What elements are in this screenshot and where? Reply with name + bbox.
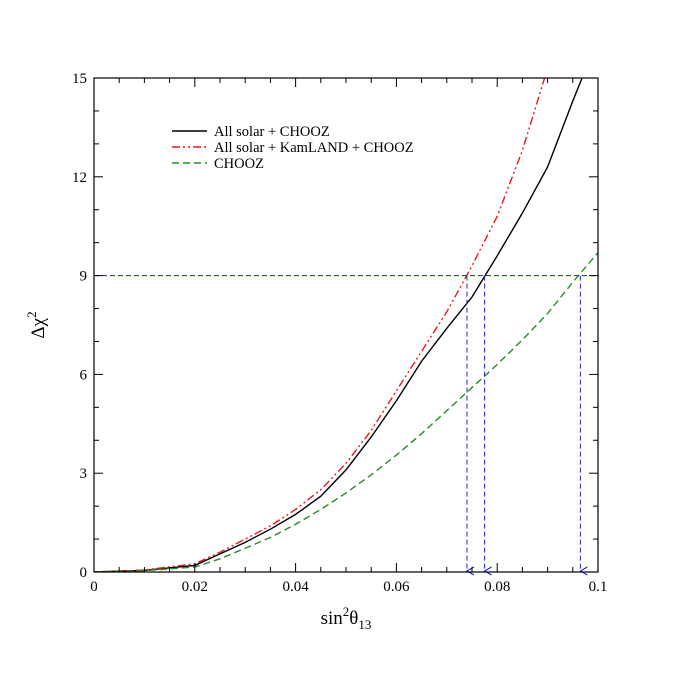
x-axis-label: sin2θ13 — [321, 604, 372, 632]
y-tick-label: 12 — [72, 170, 87, 186]
y-tick-label: 15 — [72, 71, 87, 87]
x-tick-label: 0 — [90, 579, 98, 595]
y-axis-label-sup: 2 — [24, 311, 39, 318]
y-tick-label: 9 — [80, 269, 88, 285]
plot-lines — [94, 78, 598, 572]
x-tick-label: 0.04 — [282, 579, 309, 595]
series-line-1 — [94, 78, 583, 572]
y-tick-label: 3 — [80, 466, 88, 482]
series-line-2 — [94, 78, 546, 572]
y-tick-label: 6 — [80, 367, 88, 383]
x-axis-label-sup: 2 — [343, 604, 350, 619]
tick-labels: 0 0.02 0.04 0.06 0.08 0.1 0 3 6 9 12 15 — [72, 71, 607, 595]
series-line-3 — [94, 252, 598, 572]
y-axis-label: Δχ2 — [24, 311, 49, 338]
legend-label-1: All solar + CHOOZ — [214, 124, 330, 140]
x-axis-label-base: sin — [321, 608, 344, 629]
legend-label-3: CHOOZ — [214, 156, 264, 172]
x-tick-label: 0.06 — [383, 579, 410, 595]
x-tick-label: 0.1 — [589, 579, 608, 595]
x-axis-label-sub: 13 — [358, 617, 371, 632]
reference-lines — [94, 275, 598, 571]
x-axis-label-symbol: θ — [349, 608, 358, 629]
y-tick-label: 0 — [80, 565, 88, 581]
x-tick-label: 0.08 — [484, 579, 510, 595]
y-axis-label-base: Δχ — [28, 317, 49, 338]
legend-label-2: All solar + KamLAND + CHOOZ — [214, 140, 414, 156]
axis-ticks — [93, 77, 599, 573]
x-tick-label: 0.02 — [182, 579, 208, 595]
